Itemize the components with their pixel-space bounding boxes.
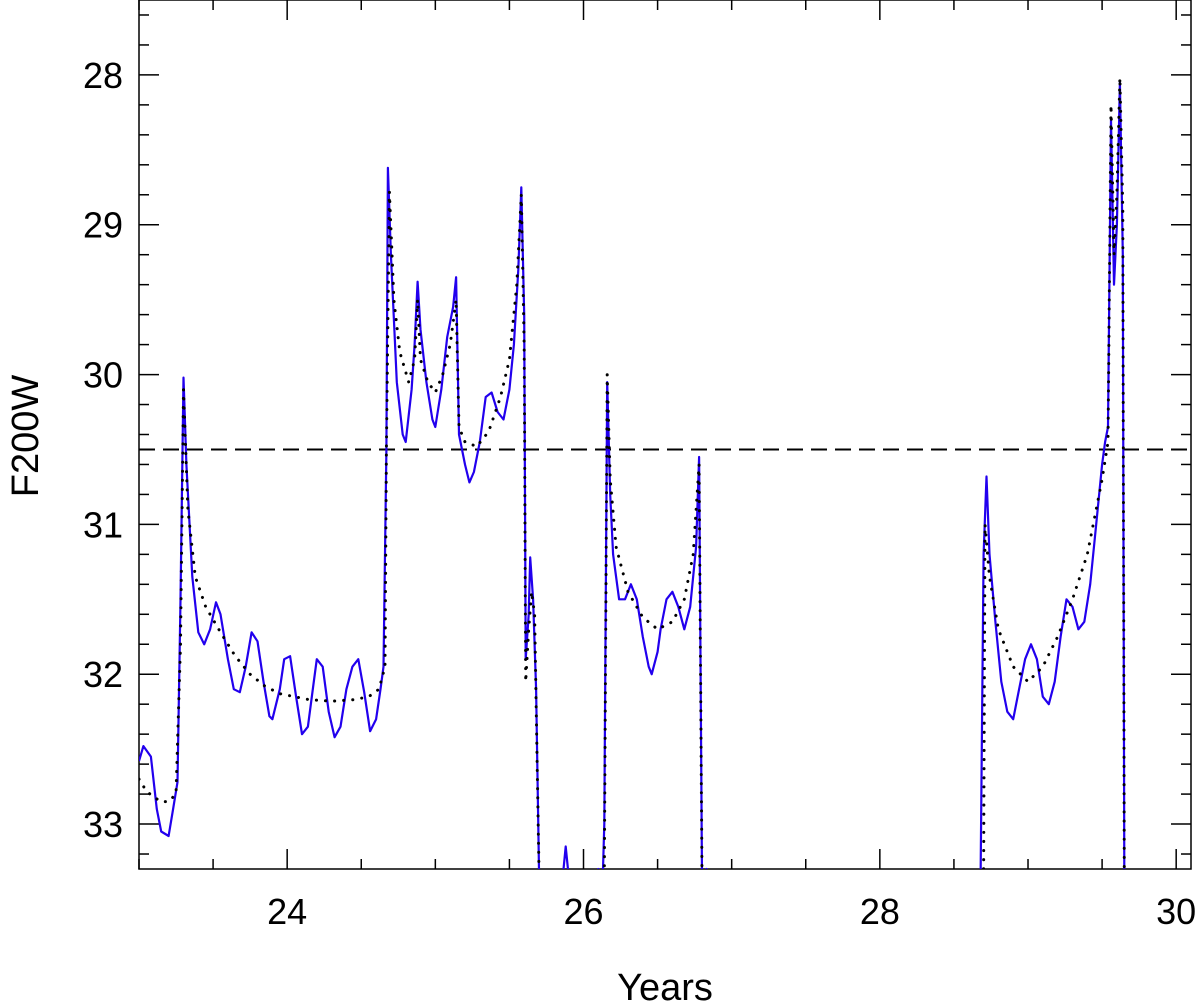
y-axis-title: F200W	[5, 375, 47, 498]
y-tick-label: 30	[83, 355, 123, 396]
x-tick-label: 30	[1156, 891, 1196, 932]
tick-labels: 24 26 28 30 28 29 30 31 32 33	[83, 55, 1196, 932]
model-dotted-line	[139, 76, 1126, 869]
plot-area	[139, 76, 1191, 869]
y-tick-label: 28	[83, 55, 123, 96]
y-tick-label: 32	[83, 654, 123, 695]
light-curve-line	[139, 81, 1126, 869]
x-tick-label: 28	[860, 891, 900, 932]
y-tick-label: 31	[83, 504, 123, 545]
plot-frame	[138, 0, 1192, 870]
y-tick-label: 33	[83, 804, 123, 845]
axis-ticks	[138, 0, 1191, 869]
x-tick-label: 26	[563, 891, 603, 932]
y-tick-label: 29	[83, 205, 123, 246]
x-tick-label: 24	[267, 891, 307, 932]
x-axis-title: Years	[617, 967, 713, 1005]
